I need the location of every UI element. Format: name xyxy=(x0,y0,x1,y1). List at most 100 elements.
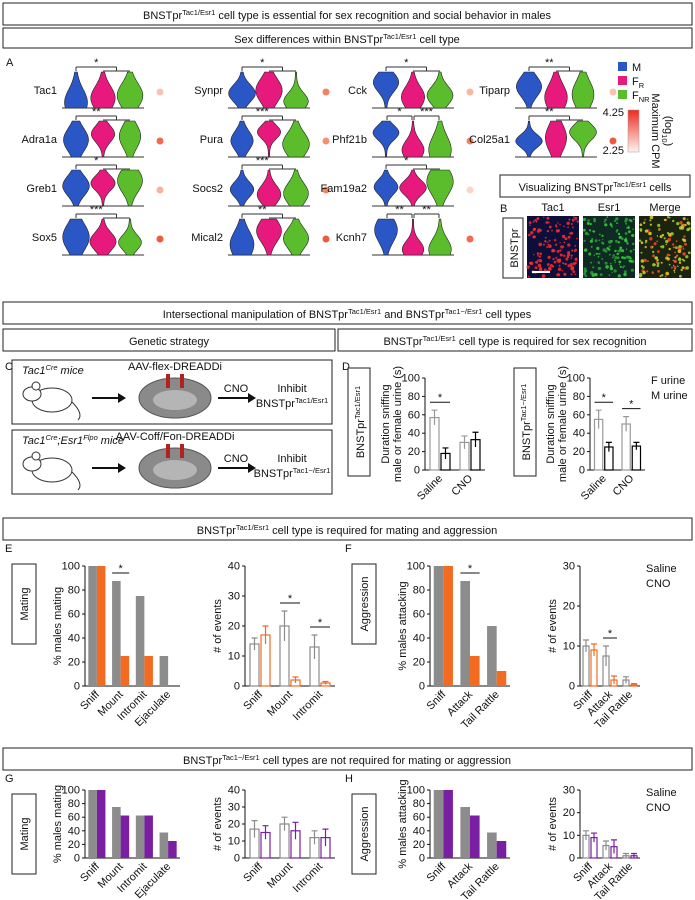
sig-mark: ** xyxy=(395,204,404,216)
cell-dot xyxy=(555,256,558,259)
violin xyxy=(428,120,452,158)
cell-dot xyxy=(570,273,573,276)
cell-dot xyxy=(528,221,532,225)
text-part: BNSTpr xyxy=(254,468,293,480)
x-tick-label: Intromit xyxy=(291,689,325,723)
cell-dot xyxy=(630,268,635,272)
cell-dot xyxy=(676,222,680,226)
cell-dot xyxy=(623,272,627,277)
y-tick-label: 30 xyxy=(563,561,575,573)
section-box xyxy=(499,174,691,198)
cell-dot xyxy=(594,272,598,277)
gene-name: Tiparp xyxy=(479,85,510,97)
cell-dot xyxy=(568,218,571,221)
cell-dot xyxy=(554,239,557,242)
cell-dot xyxy=(631,234,635,237)
error-bar xyxy=(605,441,612,452)
cell-dot xyxy=(644,218,646,221)
cell-dot xyxy=(570,223,573,225)
cell-dot xyxy=(565,257,569,261)
cell-dot xyxy=(546,216,550,220)
cell-dot xyxy=(640,259,645,263)
violin xyxy=(229,169,255,207)
y-axis-label: # of events xyxy=(547,797,559,851)
cell-dot xyxy=(594,239,598,243)
bar xyxy=(443,566,453,686)
y-axis-label: % males mating xyxy=(52,785,64,863)
cell-dot xyxy=(624,238,628,242)
cell-dot xyxy=(619,265,622,268)
cell-dot xyxy=(557,222,559,224)
cell-dot xyxy=(653,242,657,246)
cell-dot xyxy=(618,249,622,253)
cell-dot xyxy=(572,262,576,266)
cell-dot xyxy=(668,247,671,251)
cell-dot xyxy=(687,251,691,255)
violin xyxy=(544,71,568,109)
cell-dot xyxy=(661,245,665,249)
text-part: F xyxy=(632,90,639,102)
arrow-head xyxy=(118,393,126,403)
cell-dot xyxy=(573,250,576,253)
violin xyxy=(426,71,454,109)
cell-dot xyxy=(569,262,573,266)
y-tick-label: 20 xyxy=(408,446,420,458)
cell-dot xyxy=(614,249,617,253)
panel-label: G xyxy=(5,773,14,785)
behavior-box xyxy=(351,563,377,645)
cell-dot xyxy=(644,245,647,249)
cell-dot xyxy=(559,253,563,257)
cell-dot xyxy=(584,269,588,273)
bar xyxy=(460,807,470,858)
violin xyxy=(62,218,90,256)
y-tick-label: 20 xyxy=(228,621,240,633)
cell-dot xyxy=(665,239,669,244)
sig-mark: * xyxy=(468,563,473,575)
violin xyxy=(118,218,142,256)
text-part: cell type is required for sex recognitio… xyxy=(456,336,647,348)
y-tick-label: 0 xyxy=(569,853,575,865)
cell-dot xyxy=(624,219,628,223)
legend-label: Saline xyxy=(646,787,677,799)
injection xyxy=(180,374,184,388)
sig-mark: ** xyxy=(545,106,554,118)
violin xyxy=(90,71,116,109)
text-part: ) xyxy=(662,142,674,146)
text-part: R xyxy=(639,81,645,90)
section-box xyxy=(2,328,336,352)
cell-dot xyxy=(534,219,537,222)
cell-dot xyxy=(567,264,571,268)
section-box xyxy=(2,27,693,49)
cell-dot xyxy=(588,229,592,232)
cell-dot xyxy=(615,239,618,243)
text-part: NR xyxy=(639,95,650,104)
violin xyxy=(283,169,309,207)
cell-dot xyxy=(592,230,596,233)
text-part: F xyxy=(632,76,639,88)
cell-dot xyxy=(632,218,635,220)
violin xyxy=(399,169,427,207)
cell-dot xyxy=(549,264,553,267)
header-box xyxy=(2,2,693,26)
cell-dot xyxy=(590,261,593,264)
text-part: Visualizing BNSTpr xyxy=(519,182,614,194)
x-tick-label: Intromit xyxy=(291,861,325,895)
cell-dot xyxy=(687,222,691,226)
text-part: Tac1/Esr1 xyxy=(353,386,362,419)
cell-dot xyxy=(548,239,551,242)
cell-dot xyxy=(546,263,550,266)
cell-dot xyxy=(643,221,646,224)
sig-mark: ** xyxy=(92,106,101,118)
cell-dot xyxy=(652,263,656,267)
cell-dot xyxy=(622,266,624,269)
text-part: Tac1/Esr1 xyxy=(383,32,416,41)
violin xyxy=(89,218,117,256)
cell-dot xyxy=(609,266,614,271)
y-tick-label: 80 xyxy=(68,798,80,810)
gene-name: Phf21b xyxy=(332,134,367,146)
cell-dot xyxy=(555,243,558,246)
y-axis-label: male or female urine (s) xyxy=(392,366,404,482)
cell-dot xyxy=(675,240,678,243)
legend-label: M urine xyxy=(651,390,688,402)
cell-dot xyxy=(673,259,677,263)
